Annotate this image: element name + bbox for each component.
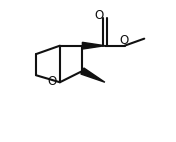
Text: O: O <box>95 9 104 22</box>
Text: O: O <box>48 75 57 88</box>
Polygon shape <box>82 42 105 49</box>
Polygon shape <box>81 68 105 82</box>
Text: O: O <box>119 34 128 47</box>
